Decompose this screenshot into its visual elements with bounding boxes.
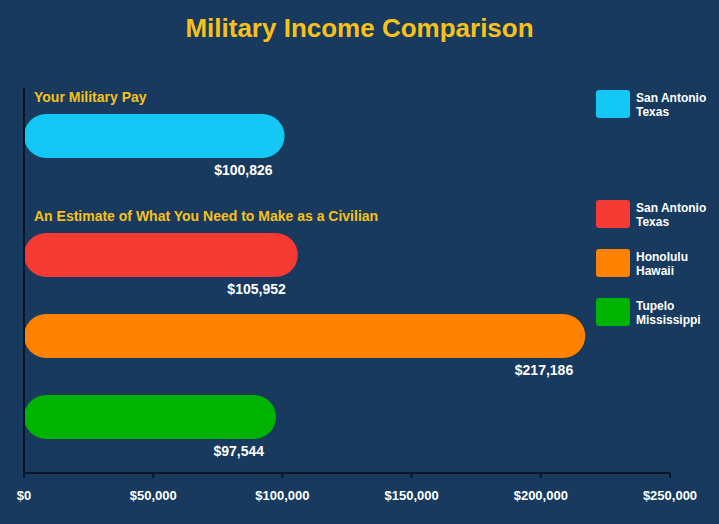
- x-tick-label: $50,000: [130, 488, 177, 503]
- bar: [24, 233, 298, 277]
- x-tick-label: $150,000: [384, 488, 438, 503]
- annotation: Your Military Pay: [34, 89, 147, 105]
- legend-swatch: [596, 298, 630, 326]
- x-tick-label: $0: [17, 488, 31, 503]
- x-tick: [411, 473, 413, 478]
- legend-label: Tupelo Mississippi: [636, 299, 714, 327]
- bars: [24, 114, 585, 439]
- x-tick-label: $100,000: [255, 488, 309, 503]
- x-tick: [281, 473, 283, 478]
- chart: Military Income Comparison $100,826 $105,9…: [0, 0, 719, 524]
- bar: [24, 114, 285, 158]
- data-label: $105,952: [227, 281, 286, 297]
- legend-swatch: [596, 200, 630, 228]
- legend-label: San Antonio Texas: [636, 201, 714, 229]
- chart-svg: Military Income Comparison $100,826 $105,9…: [0, 0, 719, 524]
- bar: [24, 314, 585, 358]
- legend-swatch: [596, 249, 630, 277]
- x-tick: [23, 473, 25, 478]
- x-tick-label: $250,000: [643, 488, 697, 503]
- x-axis-line: [24, 472, 670, 474]
- data-label: $100,826: [214, 162, 273, 178]
- x-tick: [669, 473, 671, 478]
- annotation: An Estimate of What You Need to Make as …: [34, 208, 378, 224]
- y-axis-line: [23, 88, 25, 473]
- x-tick: [540, 473, 542, 478]
- x-tick: [152, 473, 154, 478]
- legend-label: Honolulu Hawaii: [636, 250, 714, 278]
- title: Military Income Comparison: [185, 13, 533, 43]
- data-label: $217,186: [515, 362, 574, 378]
- bar: [24, 395, 276, 439]
- legend-swatch: [596, 90, 630, 118]
- x-tick-label: $200,000: [514, 488, 568, 503]
- data-label: $97,544: [213, 443, 264, 459]
- legend-label: San Antonio Texas: [636, 91, 714, 119]
